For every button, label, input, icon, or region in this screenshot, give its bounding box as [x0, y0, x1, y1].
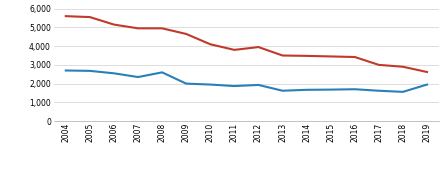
Unadjusted serious casualties: [328, 89, 333, 91]
Unadjusted serious casualties: [352, 88, 358, 90]
Unadjusted serious casualties: [184, 83, 189, 85]
Adjusted serious casualties: [352, 56, 358, 58]
Unadjusted serious casualties: [424, 84, 430, 86]
Adjusted serious casualties: [424, 71, 430, 73]
Adjusted serious casualties: [87, 16, 93, 18]
Unadjusted serious casualties: [87, 70, 93, 72]
Adjusted serious casualties: [328, 55, 333, 57]
Unadjusted serious casualties: [63, 70, 69, 72]
Adjusted serious casualties: [400, 66, 405, 68]
Adjusted serious casualties: [184, 33, 189, 35]
Unadjusted serious casualties: [280, 90, 285, 92]
Unadjusted serious casualties: [232, 85, 237, 87]
Adjusted serious casualties: [304, 55, 309, 57]
Unadjusted serious casualties: [135, 76, 141, 78]
Unadjusted serious casualties: [400, 91, 405, 93]
Adjusted serious casualties: [207, 43, 213, 45]
Unadjusted serious casualties: [111, 72, 116, 74]
Adjusted serious casualties: [232, 49, 237, 51]
Unadjusted serious casualties: [159, 71, 165, 73]
Line: Unadjusted serious casualties: Unadjusted serious casualties: [66, 71, 427, 92]
Adjusted serious casualties: [280, 54, 285, 57]
Adjusted serious casualties: [376, 64, 382, 66]
Unadjusted serious casualties: [376, 90, 382, 92]
Adjusted serious casualties: [111, 24, 116, 26]
Adjusted serious casualties: [159, 27, 165, 29]
Adjusted serious casualties: [63, 15, 69, 17]
Unadjusted serious casualties: [256, 84, 261, 86]
Adjusted serious casualties: [135, 27, 141, 29]
Line: Adjusted serious casualties: Adjusted serious casualties: [66, 16, 427, 72]
Unadjusted serious casualties: [304, 89, 309, 91]
Adjusted serious casualties: [256, 46, 261, 48]
Unadjusted serious casualties: [207, 84, 213, 86]
